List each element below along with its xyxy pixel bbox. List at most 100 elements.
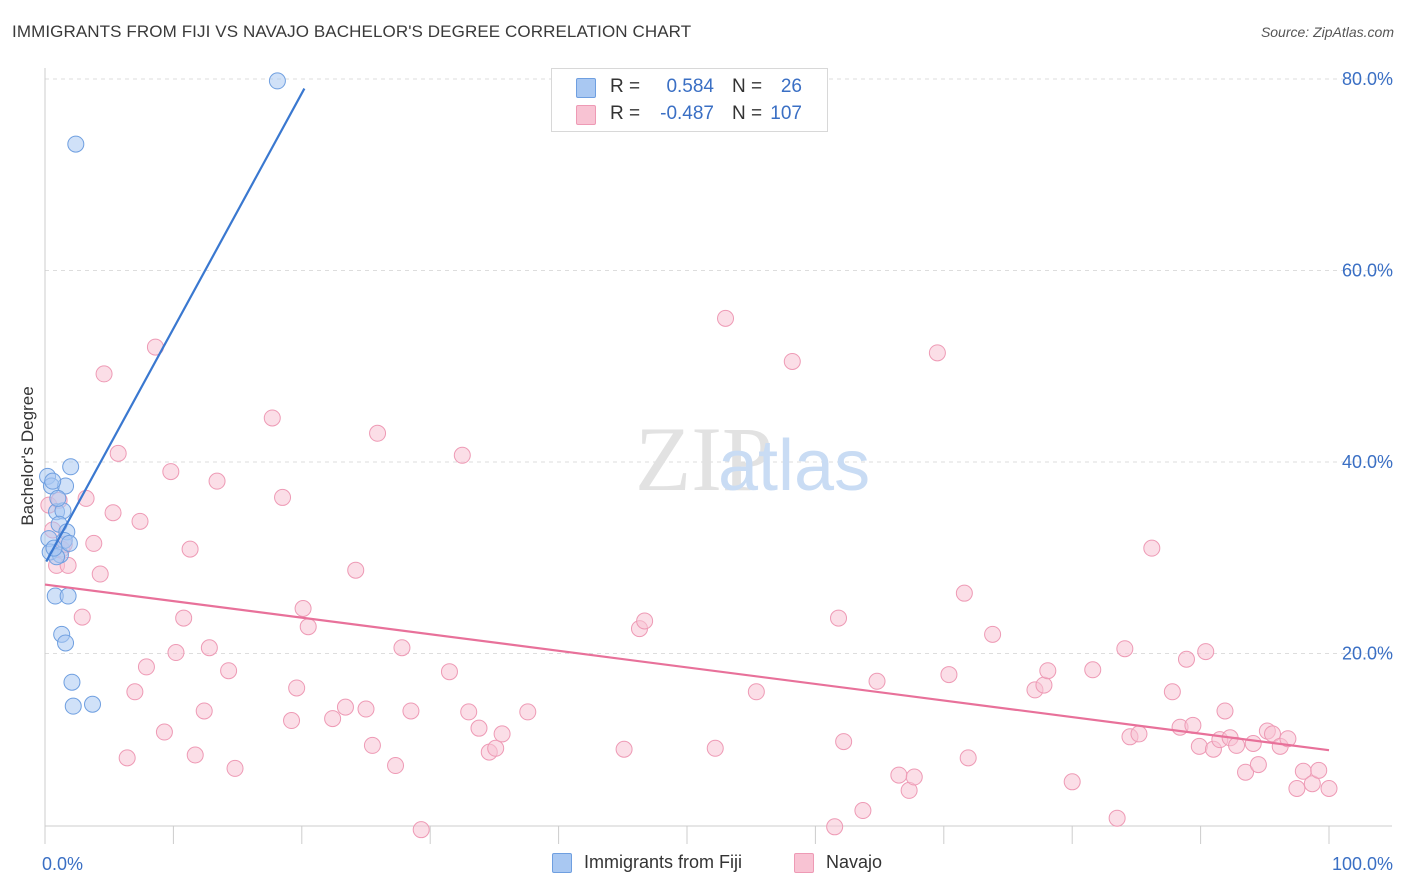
navajo-point	[615, 740, 633, 758]
fiji-point	[84, 695, 102, 713]
navajo-point	[288, 679, 306, 697]
navajo-point	[493, 725, 511, 743]
fiji-swatch	[576, 78, 596, 98]
legend-row-fiji: R = 0.584 N = 26	[552, 74, 827, 100]
navajo-point	[487, 739, 505, 757]
navajo-point	[706, 739, 724, 757]
navajo-point	[162, 463, 180, 481]
navajo-point	[868, 672, 886, 690]
navajo-point	[104, 504, 122, 522]
navajo-point	[1190, 737, 1208, 755]
navajo-point	[186, 746, 204, 764]
navajo-point	[1177, 650, 1195, 668]
fiji-point	[59, 587, 77, 605]
navajo-point	[940, 666, 958, 684]
watermark-zip: ZIP	[635, 408, 773, 510]
navajo-point	[181, 540, 199, 558]
fiji-point	[268, 72, 286, 90]
y-axis-label: Bachelor's Degree	[18, 386, 37, 525]
navajo-point	[274, 488, 292, 506]
navajo-point	[167, 644, 185, 662]
navajo-point	[402, 702, 420, 720]
navajo-point	[1163, 683, 1181, 701]
navajo-point	[91, 565, 109, 583]
navajo-point	[470, 719, 488, 737]
trend-lines	[44, 88, 1330, 752]
navajo-point	[324, 710, 342, 728]
x-tick-label: 100.0%	[1332, 854, 1393, 874]
fiji-legend-label: Immigrants from Fiji	[584, 852, 743, 872]
navajo-point	[519, 703, 537, 721]
navajo-point	[440, 663, 458, 681]
legend-r-label: R =	[610, 76, 641, 97]
navajo-point	[636, 612, 654, 630]
fiji-point	[67, 135, 85, 153]
navajo-point	[412, 821, 430, 839]
navajo-point	[336, 698, 354, 716]
navajo-point	[1320, 780, 1338, 798]
fiji-point	[62, 458, 80, 476]
navajo-point	[393, 639, 411, 657]
fiji-point	[57, 634, 75, 652]
navajo-point	[220, 662, 238, 680]
navajo-point	[73, 608, 91, 626]
navajo-point	[460, 703, 478, 721]
navajo-point	[118, 749, 136, 767]
legend-n-value: 26	[780, 76, 802, 97]
fiji-point	[64, 697, 82, 715]
legend-r-value: -0.487	[660, 103, 714, 124]
navajo-point	[1108, 809, 1126, 827]
navajo-point	[131, 512, 149, 530]
navajo-point	[208, 472, 226, 490]
navajo-series	[40, 309, 1338, 839]
y-tick-label: 60.0%	[1342, 261, 1393, 281]
navajo-point	[126, 683, 144, 701]
navajo-point	[854, 802, 872, 820]
navajo-point	[826, 818, 844, 836]
axes	[44, 68, 1392, 844]
navajo-point	[890, 766, 908, 784]
navajo-point	[1197, 643, 1215, 661]
legend-r-label: R =	[610, 103, 641, 124]
source-label: Source: ZipAtlas.com	[1260, 24, 1394, 40]
legend-n-label: N =	[732, 103, 763, 124]
watermark: ZIP atlas	[635, 408, 870, 510]
navajo-point	[283, 712, 301, 730]
navajo-point	[85, 534, 103, 552]
navajo-legend-label: Navajo	[826, 852, 883, 872]
x-tick-label: 0.0%	[42, 854, 83, 874]
navajo-point	[1288, 780, 1306, 798]
navajo-point	[1063, 773, 1081, 791]
navajo-point	[369, 424, 387, 442]
y-tick-label: 80.0%	[1342, 69, 1393, 89]
navajo-point	[1279, 730, 1297, 748]
navajo-point	[1249, 756, 1267, 774]
watermark-atlas: atlas	[718, 426, 870, 506]
navajo-point	[984, 625, 1002, 643]
navajo-point	[1039, 662, 1057, 680]
navajo-point	[175, 609, 193, 627]
correlation-legend: R = 0.584 N = 26 R = -0.487 N = 107	[551, 68, 828, 132]
fiji-legend-swatch	[552, 853, 572, 873]
navajo-point	[1310, 761, 1328, 779]
legend-n-label: N =	[732, 76, 763, 97]
navajo-point	[263, 409, 281, 427]
gridlines	[45, 78, 1392, 654]
navajo-point	[453, 446, 471, 464]
fiji-point	[49, 489, 67, 507]
navajo-point	[1130, 725, 1148, 743]
navajo-point	[1143, 539, 1161, 557]
navajo-point	[830, 609, 848, 627]
navajo-point	[747, 683, 765, 701]
fiji-trend-line	[45, 88, 306, 563]
navajo-point	[109, 444, 127, 462]
navajo-legend-swatch	[794, 853, 814, 873]
y-tick-label: 20.0%	[1342, 644, 1393, 664]
navajo-point	[387, 757, 405, 775]
legend-r-value: 0.584	[666, 76, 714, 97]
navajo-point	[200, 639, 218, 657]
legend-row-navajo: R = -0.487 N = 107	[552, 101, 827, 127]
navajo-point	[363, 736, 381, 754]
fiji-point	[44, 472, 62, 490]
